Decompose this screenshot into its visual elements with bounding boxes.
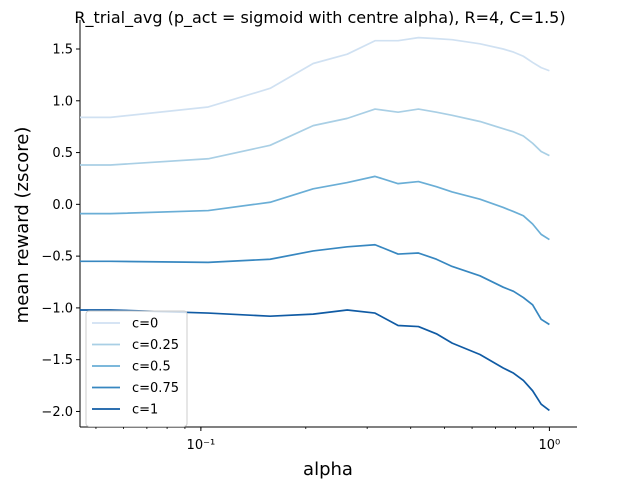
legend: c=0 c=0.25 c=0.5 c=0.75 c=1 xyxy=(85,310,188,427)
series-line-c-0-75 xyxy=(80,243,550,326)
y-tick-label: −1.5 xyxy=(41,353,73,368)
y-tick-label: −2.0 xyxy=(41,405,73,420)
x-axis-label: alpha xyxy=(303,459,353,480)
legend-entry-label: c=0.25 xyxy=(132,338,179,353)
series-line-c-0-5 xyxy=(80,175,550,241)
legend-box xyxy=(85,310,188,427)
y-tick-label: 1.5 xyxy=(52,42,73,57)
x-axis-ticks: 10⁻¹ 10⁰ xyxy=(95,427,561,453)
legend-entry-label: c=0.5 xyxy=(132,360,171,375)
y-tick-label: −0.5 xyxy=(41,250,73,265)
y-tick-label: 0.0 xyxy=(52,198,73,213)
x-tick-label: 10⁻¹ xyxy=(187,438,216,453)
legend-entry-label: c=0 xyxy=(132,317,158,332)
series-line-c-0 xyxy=(80,36,550,119)
y-axis-ticks: 1.5 1.0 0.5 0.0 −0.5 −1.0 −1.5 −2.0 xyxy=(41,42,80,420)
y-tick-label: −1.0 xyxy=(41,301,73,316)
series-lines xyxy=(80,36,550,412)
y-tick-label: 1.0 xyxy=(52,94,73,109)
chart-title: R_trial_avg (p_act = sigmoid with centre… xyxy=(74,8,565,28)
legend-entry-label: c=0.75 xyxy=(132,381,179,396)
y-axis-label: mean reward (zscore) xyxy=(12,127,33,324)
series-line-c-0-25 xyxy=(80,108,550,166)
series-line-c-1 xyxy=(80,309,550,412)
x-tick-label: 10⁰ xyxy=(539,438,561,453)
legend-entry-label: c=1 xyxy=(132,403,158,418)
y-tick-label: 0.5 xyxy=(52,146,73,161)
